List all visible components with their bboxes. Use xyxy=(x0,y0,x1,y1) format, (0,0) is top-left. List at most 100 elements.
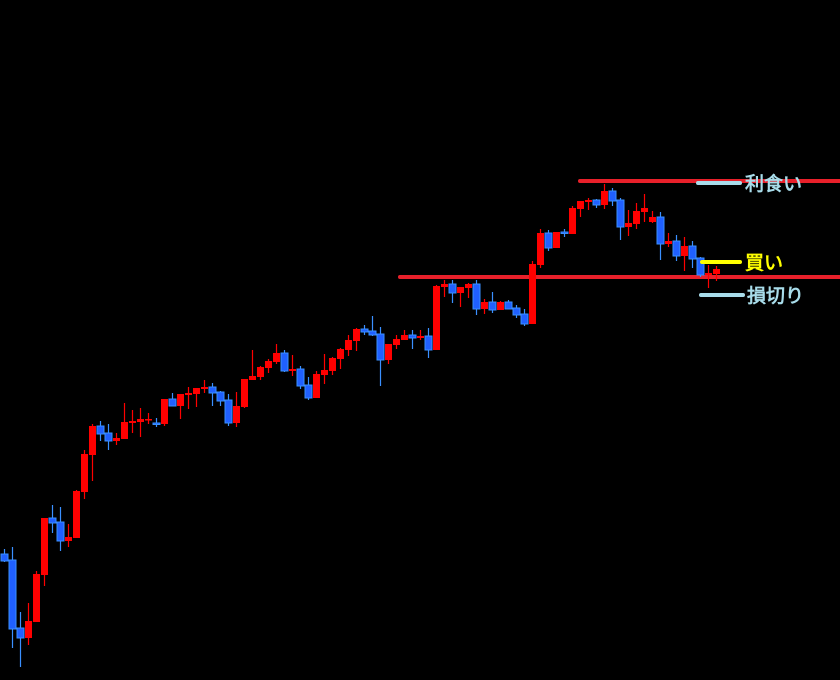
candle xyxy=(665,233,672,247)
candle xyxy=(321,354,328,384)
candle xyxy=(512,305,521,318)
candle-body xyxy=(585,200,592,202)
candle-body xyxy=(368,330,377,336)
candle xyxy=(488,292,497,313)
candle-body xyxy=(641,208,648,212)
candle xyxy=(608,188,617,206)
candle-body xyxy=(353,329,360,341)
candle xyxy=(41,518,48,586)
candle-body xyxy=(56,521,65,542)
candle xyxy=(649,211,656,223)
candle xyxy=(313,371,320,398)
candle xyxy=(296,366,305,389)
candle-body xyxy=(529,264,536,324)
candle-body xyxy=(672,240,681,257)
candle xyxy=(569,206,576,234)
candle xyxy=(529,261,536,324)
candle xyxy=(696,257,705,277)
candle-body xyxy=(577,201,584,209)
candle-body xyxy=(265,361,272,368)
candle-body xyxy=(65,537,72,541)
candle xyxy=(233,392,240,427)
candle xyxy=(472,280,481,315)
candle-body xyxy=(481,302,488,309)
candle xyxy=(145,413,152,424)
candle-body xyxy=(497,302,504,310)
candle-body xyxy=(273,353,280,362)
candle-body xyxy=(569,208,576,234)
candle xyxy=(360,325,369,335)
candle-body xyxy=(185,393,192,395)
candle-body xyxy=(560,231,569,234)
candle-body xyxy=(488,301,497,311)
candle-body xyxy=(257,367,264,377)
candle-body xyxy=(113,438,120,441)
candle-body xyxy=(417,336,424,338)
candle xyxy=(592,199,601,208)
candle xyxy=(249,350,256,380)
candle xyxy=(520,309,529,326)
candle-body xyxy=(313,374,320,398)
candle xyxy=(393,335,400,349)
candle-body xyxy=(601,191,608,205)
candle-body xyxy=(393,339,400,345)
candle xyxy=(601,184,608,209)
candle xyxy=(688,241,697,268)
candle-body xyxy=(345,340,352,350)
candle xyxy=(216,391,225,406)
candle xyxy=(544,230,553,251)
candle xyxy=(633,203,640,229)
candle xyxy=(73,490,80,538)
candle-body xyxy=(129,421,136,423)
candle-body xyxy=(448,283,457,294)
candle-body xyxy=(280,352,289,372)
candle-body xyxy=(705,273,712,275)
candle xyxy=(417,330,424,340)
candle xyxy=(560,229,569,237)
candle xyxy=(329,357,336,375)
candle xyxy=(104,424,113,450)
candle-body xyxy=(649,217,656,222)
candle-body xyxy=(713,269,720,274)
candle-body xyxy=(385,344,392,360)
candle xyxy=(81,450,88,499)
candle xyxy=(424,328,433,358)
candle-body xyxy=(376,333,385,361)
candle-body xyxy=(321,370,328,375)
candle-body xyxy=(193,388,200,394)
candle-body xyxy=(161,399,168,424)
candle xyxy=(89,424,96,481)
candle xyxy=(193,388,200,407)
candle-body xyxy=(216,391,225,402)
candle-body xyxy=(48,517,57,524)
candle xyxy=(497,301,504,310)
candle xyxy=(273,344,280,364)
candle xyxy=(713,266,720,281)
candle xyxy=(672,235,681,261)
candle xyxy=(465,283,472,298)
candle xyxy=(304,377,313,400)
candle-body xyxy=(424,335,433,351)
candle-body xyxy=(592,199,601,206)
candle-body xyxy=(625,223,632,227)
candle-body xyxy=(433,286,440,350)
candle-body xyxy=(224,399,233,424)
candle-body xyxy=(681,246,688,256)
candle xyxy=(161,399,168,426)
candle xyxy=(201,380,208,393)
candle xyxy=(265,359,272,373)
candle-body xyxy=(360,328,369,333)
candle xyxy=(0,549,9,562)
candle xyxy=(345,335,352,356)
candle xyxy=(625,210,632,236)
candle-body xyxy=(616,199,625,228)
candle xyxy=(585,198,592,210)
candle xyxy=(56,507,65,551)
candle-body xyxy=(337,349,344,359)
candle-body xyxy=(537,233,544,265)
candle-body xyxy=(81,454,88,492)
candle-body xyxy=(472,283,481,310)
candle-body xyxy=(633,211,640,224)
candle xyxy=(185,387,192,409)
